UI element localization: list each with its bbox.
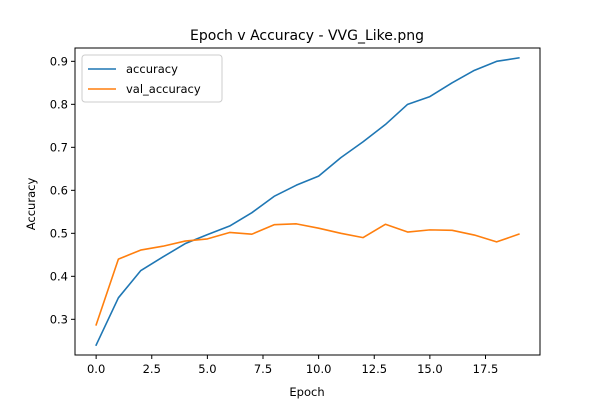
chart-title: Epoch v Accuracy - VVG_Like.png [190, 28, 424, 44]
y-tick-label: 0.8 [50, 97, 68, 111]
y-tick-label: 0.3 [50, 312, 68, 326]
y-axis-label: Accuracy [24, 178, 38, 231]
x-tick-label: 5.0 [198, 362, 216, 376]
series-layer [95, 56, 520, 347]
y-tick-label: 0.4 [50, 269, 68, 283]
y-tick-label: 0.7 [50, 140, 68, 154]
series-line-accuracy [95, 56, 520, 347]
legend-label-val-accuracy: val_accuracy [126, 82, 201, 96]
x-tick-label: 10.0 [306, 362, 332, 376]
legend: accuracy val_accuracy [81, 54, 223, 103]
x-axis-label: Epoch [289, 385, 324, 399]
x-tick-label: 17.5 [473, 362, 499, 376]
x-tick-label: 2.5 [143, 362, 161, 376]
y-tick-label: 0.6 [50, 183, 68, 197]
x-tick-label: 0.0 [87, 362, 105, 376]
axis-ticks: 0.0 2.5 5.0 7.5 10.0 12.5 15.0 17.5 0.3 0.4 0.5 0.6… [50, 54, 499, 376]
y-tick-label: 0.5 [50, 226, 68, 240]
x-tick-label: 12.5 [361, 362, 387, 376]
x-tick-label: 15.0 [417, 362, 443, 376]
plot-area-frame [74, 47, 541, 356]
legend-box [81, 54, 223, 103]
series-line-val-accuracy [95, 223, 520, 326]
x-tick-label: 7.5 [254, 362, 272, 376]
y-tick-label: 0.9 [50, 54, 68, 68]
legend-label-accuracy: accuracy [126, 62, 178, 76]
